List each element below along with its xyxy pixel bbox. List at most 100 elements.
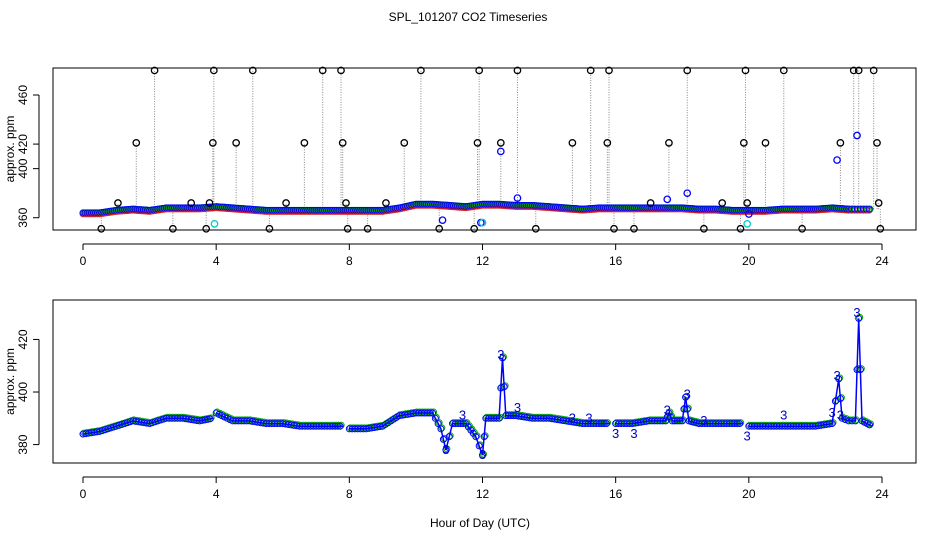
series-point-green	[839, 413, 847, 421]
bottom-panel-x-tick-label: 8	[346, 487, 353, 501]
spikes-point	[531, 224, 540, 233]
spikes-point	[187, 199, 196, 207]
spikes-point	[876, 224, 885, 233]
spikes-point	[205, 199, 214, 207]
series-point-green	[503, 411, 511, 419]
spikes-point	[169, 224, 177, 233]
top-panel-x-tick-label: 16	[609, 254, 623, 268]
series-point-green	[601, 419, 609, 427]
spikes-point	[300, 139, 309, 147]
blue-outliers-point	[744, 210, 753, 218]
top-panel-x-tick-label: 20	[742, 254, 756, 268]
spikes-point	[338, 139, 347, 147]
blue-outliers-point	[853, 131, 861, 140]
marker-label: 3	[514, 400, 521, 415]
series-point-green	[330, 421, 338, 429]
spikes-point	[97, 224, 106, 233]
series-point-green	[856, 313, 864, 321]
series-point-green	[491, 413, 499, 421]
bottom-panel-x-tick-label: 24	[875, 487, 889, 501]
spikes-point	[282, 199, 290, 207]
bottom-panel-y-tick-label: 380	[16, 434, 30, 454]
spikes-point	[435, 224, 444, 233]
spikes-point	[741, 66, 750, 75]
top-panel-y-axis-title: approx. ppm	[3, 116, 17, 183]
series-point-green	[458, 419, 466, 427]
series-point-green	[669, 416, 677, 424]
spikes-point	[836, 139, 845, 147]
top-panel-y-tick-label: 360	[16, 207, 30, 227]
bottom-panel-y-axis-title: approx. ppm	[3, 348, 17, 415]
spikes-point	[337, 66, 345, 75]
top-panel-x-tick-label: 12	[476, 254, 490, 268]
spikes-point	[854, 66, 863, 75]
marker-label: 3	[700, 413, 707, 428]
marker-label: 3	[630, 426, 637, 441]
spikes-point	[739, 139, 748, 147]
spikes-point	[475, 66, 484, 75]
marker-label: 3	[479, 447, 486, 462]
marker-label: 3	[837, 408, 844, 423]
series-point-green	[732, 419, 740, 427]
baseline-point	[865, 205, 873, 213]
series-point-green	[207, 414, 215, 422]
top-panel-y-tick-label: 460	[16, 85, 30, 105]
top-panel-x-tick-label: 4	[213, 254, 220, 268]
marker-label: 3	[684, 387, 691, 402]
cyan-outliers-point	[210, 220, 219, 228]
series-point-green	[485, 413, 493, 421]
marker-label: 3	[459, 408, 466, 423]
blue-outliers-point	[496, 147, 505, 156]
series-point-green	[737, 419, 745, 427]
blue-outliers-point	[663, 195, 672, 204]
marker-label: 3	[828, 405, 835, 420]
spikes-point	[779, 66, 788, 75]
series-point	[841, 416, 849, 424]
spikes-point	[232, 139, 240, 147]
series-point-green	[488, 413, 496, 421]
spikes-point	[849, 66, 858, 75]
spikes-point	[874, 199, 883, 207]
spikes-point	[568, 139, 577, 147]
bottom-panel-frame	[52, 299, 917, 464]
series-point-green	[460, 419, 468, 427]
bottom-panel-y-tick-label: 420	[16, 329, 30, 349]
bottom-panel-x-tick-label: 4	[213, 487, 220, 501]
series-point-green	[499, 353, 507, 361]
spikes-point	[761, 139, 770, 147]
top-panel-y-tick-label: 400	[16, 158, 30, 178]
series-point-green	[734, 419, 742, 427]
series-point-green	[483, 413, 491, 421]
spikes-point	[473, 139, 482, 147]
series-point	[431, 414, 439, 422]
bottom-panel-x-tick-label: 0	[80, 487, 87, 501]
spikes-point	[248, 66, 257, 75]
marker-label: 3	[664, 402, 671, 417]
spikes-point	[665, 139, 673, 147]
series-point-green	[729, 419, 737, 427]
bottom-panel-x-tick-label: 20	[742, 487, 756, 501]
figure-title: SPL_101207 CO2 Timeseries	[388, 10, 548, 24]
spikes-point	[603, 139, 612, 147]
baseline-point	[862, 205, 870, 213]
series-point	[434, 420, 442, 428]
series-point	[866, 421, 874, 429]
series-point-green	[857, 365, 865, 373]
marker-label: 3	[442, 442, 449, 457]
series-point-green	[836, 374, 844, 382]
spikes-point	[630, 224, 638, 233]
series-point-green	[837, 394, 845, 402]
spikes-point	[342, 199, 350, 207]
spikes-point	[736, 224, 745, 233]
marker-label: 3	[585, 410, 592, 425]
series-point-green	[510, 411, 518, 419]
marker-label: 3	[569, 410, 576, 425]
blue-outliers-point	[833, 156, 841, 164]
series-point-green	[337, 421, 345, 429]
blue-outliers-point	[513, 194, 522, 202]
series-point-green	[604, 419, 612, 427]
spikes-point	[400, 139, 409, 147]
spikes-point	[114, 199, 122, 207]
marker-label: 3	[497, 347, 504, 362]
spikes-point	[869, 66, 878, 75]
